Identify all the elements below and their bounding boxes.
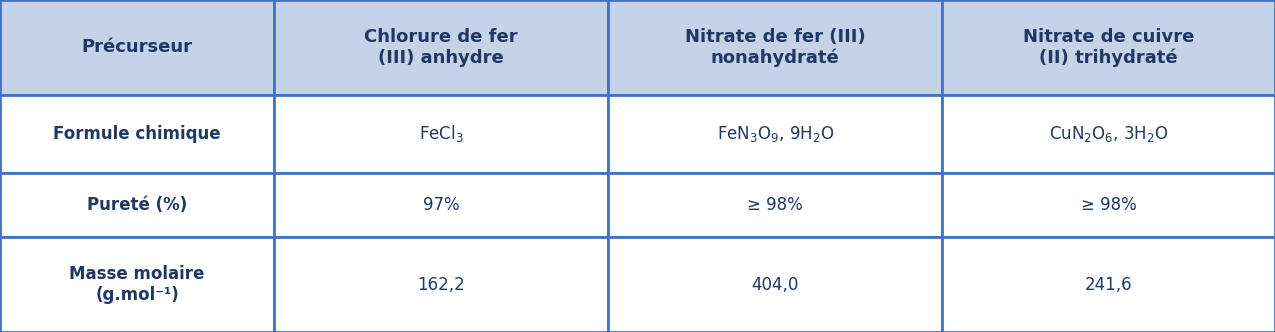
Bar [942,173,1275,237]
Text: ≥ 98%: ≥ 98% [1081,196,1136,214]
Bar [0,95,274,173]
Bar [608,95,942,173]
Text: Précurseur: Précurseur [82,38,193,56]
Text: ≥ 98%: ≥ 98% [747,196,803,214]
Bar [608,0,942,95]
Text: $\mathrm{FeN_3O_9}$, $\mathrm{9H_2O}$: $\mathrm{FeN_3O_9}$, $\mathrm{9H_2O}$ [717,124,834,144]
Bar [274,237,608,332]
Bar [274,95,608,173]
Bar [608,237,942,332]
Text: Nitrate de fer (III)
nonahydraté: Nitrate de fer (III) nonahydraté [685,28,866,67]
Text: Pureté (%): Pureté (%) [87,196,187,214]
Bar [0,237,274,332]
Text: Nitrate de cuivre
(II) trihydraté: Nitrate de cuivre (II) trihydraté [1023,28,1195,67]
Text: 162,2: 162,2 [417,276,465,294]
Text: Masse molaire
(g.mol⁻¹): Masse molaire (g.mol⁻¹) [69,265,205,304]
Text: Formule chimique: Formule chimique [54,124,221,143]
Text: 241,6: 241,6 [1085,276,1132,294]
Text: 404,0: 404,0 [751,276,799,294]
Text: 97%: 97% [423,196,459,214]
Bar [942,0,1275,95]
Bar [608,173,942,237]
Bar [942,237,1275,332]
Text: $\mathrm{FeCl_3}$: $\mathrm{FeCl_3}$ [418,123,464,144]
Bar [0,173,274,237]
Bar [274,173,608,237]
Bar [942,95,1275,173]
Text: Chlorure de fer
(III) anhydre: Chlorure de fer (III) anhydre [365,28,518,67]
Bar [0,0,274,95]
Bar [274,0,608,95]
Text: $\mathrm{CuN_2O_6}$, $\mathrm{3H_2O}$: $\mathrm{CuN_2O_6}$, $\mathrm{3H_2O}$ [1049,124,1168,144]
